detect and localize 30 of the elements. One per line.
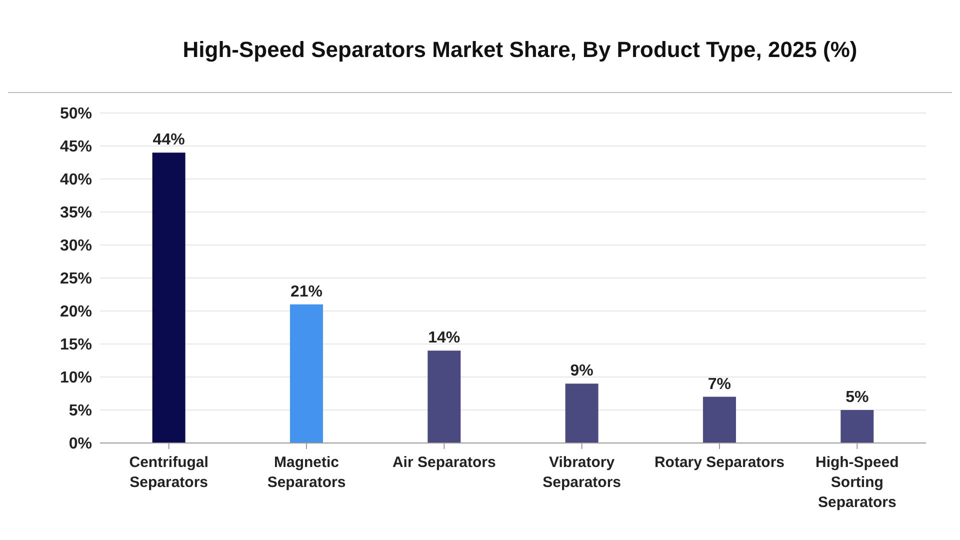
y-tick-label: 0% (68, 436, 92, 453)
y-tick-label: 5% (68, 402, 92, 420)
data-label: 21% (290, 283, 322, 300)
y-tick-label: 35% (60, 204, 92, 222)
y-tick-label: 25% (60, 270, 92, 288)
x-tick-label: Vibratory Separators (542, 454, 622, 491)
bar (290, 304, 323, 443)
y-tick-label: 15% (60, 336, 92, 354)
y-tick-label: 10% (60, 370, 92, 387)
data-label: 14% (428, 330, 460, 347)
bar (840, 410, 874, 443)
data-label: 5% (846, 389, 869, 406)
y-tick-label: 45% (60, 138, 92, 156)
x-tick-label: High-Speed Sorting Separators (815, 454, 899, 511)
x-tick-label: Rotary Separators (654, 454, 785, 471)
y-tick-label: 40% (60, 172, 92, 189)
y-tick-label: 20% (60, 304, 92, 321)
bar (152, 152, 186, 443)
data-label: 7% (708, 376, 732, 393)
y-tick-label: 30% (60, 238, 92, 255)
bar (565, 384, 598, 443)
data-label: 9% (570, 362, 594, 380)
bar (702, 396, 736, 443)
x-tick-label: Magnetic Separators (267, 454, 346, 491)
bar (428, 350, 461, 443)
x-tick-label: Air Separators (392, 454, 496, 471)
chart-title: High-Speed Separators Market Share, By Product Type, 2025 (%) (182, 37, 858, 63)
y-tick-label: 50% (60, 106, 92, 123)
x-tick-label: Centrifugal Separators (129, 454, 208, 491)
data-label: 44% (152, 132, 185, 149)
